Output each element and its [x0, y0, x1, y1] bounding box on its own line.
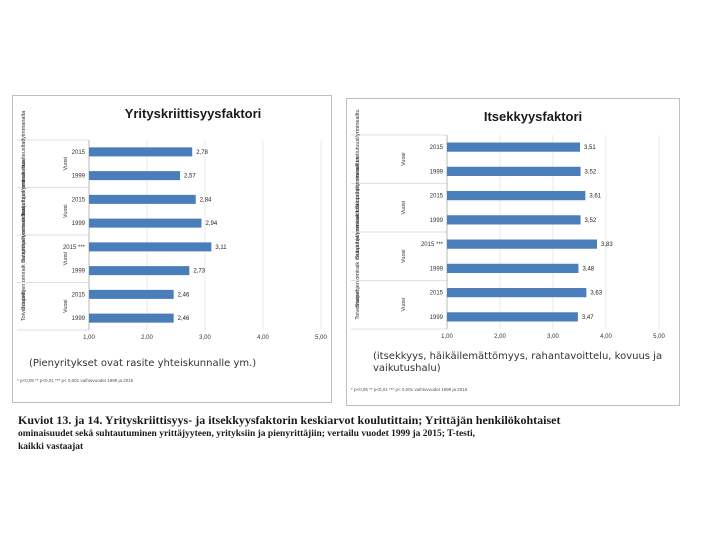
category-label: 2015 — [430, 291, 444, 297]
chart-panel-yrityskriittisyys: Yrityskriittisyysfaktori 1,00 2,00 3,00 4,00… — [12, 95, 332, 403]
bar — [89, 289, 174, 299]
data-label: 3,51 — [584, 145, 596, 151]
data-label: 3,61 — [589, 194, 601, 200]
category-label: 2015 — [430, 145, 444, 151]
data-label: 2,46 — [178, 292, 190, 298]
bar-chart-yrityskriittisyys: Yrityskriittisyysfaktori 1,00 2,00 3,00 4,00… — [17, 106, 327, 341]
group-label: Suoprihjen omiraik instiutuusl/ymineaelt… — [355, 156, 361, 259]
bar — [447, 263, 579, 273]
group-label: Suoprihjen omiraik instiutuusl/ymineaelt… — [355, 205, 361, 308]
data-label: 3,63 — [590, 291, 602, 297]
bar — [89, 313, 174, 323]
bar-chart-itsekkyys: Itsekkyysfaktori 1,00 2,00 3,00 4,00 5,00 Suop… — [351, 109, 665, 340]
bar — [447, 215, 581, 225]
figure-caption-line-2: ominaisuudet sekä suhtautuminen yrittäjy… — [18, 429, 476, 439]
group-sublabel: Vuosi — [401, 249, 407, 263]
figure-caption-line-3: kaikki vastaajat — [18, 442, 84, 452]
data-label: 2,84 — [200, 197, 212, 203]
category-label: 1999 — [72, 221, 86, 227]
group-label: Suoprihjen omiraik instiutuusl/ymineaelt… — [21, 207, 27, 310]
data-label: 2,57 — [184, 174, 196, 180]
x-tick-label: 5,00 — [653, 334, 665, 340]
chart-title: Yrityskriittisyysfaktori — [125, 106, 262, 121]
category-label: 1999 — [72, 269, 86, 275]
chart-panel-itsekkyys: Itsekkyysfaktori 1,00 2,00 3,00 4,00 5,00 Suop… — [346, 98, 680, 406]
data-label: 2,73 — [193, 269, 205, 275]
group-label: Suoprihjen omiraik maaiteusltatlyimmanal… — [21, 110, 27, 217]
x-tick-label: 1,00 — [441, 334, 453, 340]
group-sublabel: Vuosi — [63, 299, 69, 313]
x-tick-label: 1,00 — [83, 335, 95, 341]
bar — [447, 166, 581, 176]
bar — [447, 239, 597, 249]
chart-caption: (itsekkyys, häikäilemättömyys, rahantavo… — [373, 351, 663, 374]
data-label: 3,11 — [215, 245, 227, 251]
category-label: 1999 — [430, 169, 444, 175]
group-sublabel: Vuosi — [63, 252, 69, 266]
category-label: 1999 — [430, 315, 444, 321]
x-tick-label: 2,00 — [141, 335, 153, 341]
bar — [89, 242, 212, 252]
x-tick-label: 2,00 — [494, 334, 506, 340]
figure-caption-line-1: Kuviot 13. ja 14. Yrityskriittisyys- ja … — [18, 413, 561, 427]
data-label: 2,46 — [178, 316, 190, 322]
data-label: 3,48 — [582, 266, 594, 272]
group-sublabel: Vuosi — [63, 157, 69, 171]
x-tick-label: 4,00 — [600, 334, 612, 340]
chart-caption: (Pienyritykset ovat rasite yhteiskunnall… — [29, 358, 257, 369]
x-tick-label: 5,00 — [315, 335, 327, 341]
bar — [89, 266, 190, 276]
data-label: 2,94 — [206, 221, 218, 227]
category-label: 2015 — [72, 292, 86, 298]
group-label: Suoprihjen omiraik instiutuusl/ymineaelt… — [21, 160, 27, 263]
bar — [447, 191, 586, 201]
category-label: 1999 — [72, 316, 86, 322]
bar — [89, 218, 202, 228]
data-label: 3,83 — [601, 242, 613, 248]
bar — [447, 142, 581, 152]
bar — [89, 171, 181, 181]
data-label: 3,52 — [585, 218, 597, 224]
category-label: 2015 *** — [63, 245, 86, 251]
category-label: 2015 — [430, 194, 444, 200]
group-label: Toiverrtaiset — [355, 289, 361, 319]
group-sublabel: Vuosi — [401, 298, 407, 312]
bar — [447, 288, 587, 298]
group-label: Suoprihjen omiraik instiutuusl/yrmineail… — [355, 109, 361, 209]
chart-footnote: * p<0,05 ** p<0,01 *** p< 0,001 vaihtovu… — [351, 387, 468, 392]
data-label: 2,78 — [196, 150, 208, 156]
chart-footnote: * p<0,05 ** p<0,01 *** p< 0,001 vaihtovu… — [17, 378, 134, 383]
bar — [89, 147, 193, 157]
category-label: 1999 — [430, 266, 444, 272]
group-sublabel: Vuosi — [401, 152, 407, 166]
category-label: 2015 *** — [421, 242, 444, 248]
figure-caption: Kuviot 13. ja 14. Yrityskriittisyys- ja … — [18, 413, 598, 454]
group-label: Toiverrtaiset — [21, 291, 27, 321]
category-label: 1999 — [72, 174, 86, 180]
x-tick-label: 3,00 — [199, 335, 211, 341]
chart-title: Itsekkyysfaktori — [484, 109, 582, 124]
x-tick-label: 4,00 — [257, 335, 269, 341]
category-label: 2015 — [72, 150, 86, 156]
x-tick-label: 3,00 — [547, 334, 559, 340]
data-label: 3,47 — [582, 315, 594, 321]
category-label: 1999 — [430, 218, 444, 224]
group-sublabel: Vuosi — [401, 201, 407, 215]
bar — [447, 312, 578, 322]
data-label: 3,52 — [585, 169, 597, 175]
group-sublabel: Vuosi — [63, 204, 69, 218]
category-label: 2015 — [72, 197, 86, 203]
bar — [89, 194, 196, 204]
